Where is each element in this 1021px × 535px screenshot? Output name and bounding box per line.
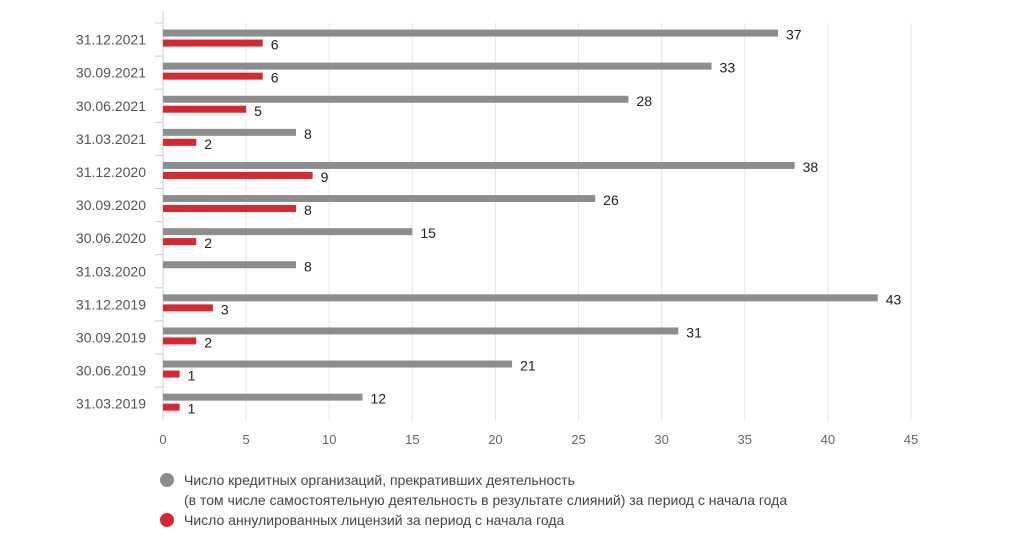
red-bar — [163, 370, 180, 378]
red-bar — [163, 105, 247, 113]
gray-bar — [163, 62, 712, 70]
gray-bar — [163, 294, 878, 302]
red-bar — [163, 39, 263, 47]
legend-label-red: Число аннулированных лицензий за период … — [184, 512, 565, 528]
data-label: 38 — [803, 159, 819, 175]
data-label: 3 — [221, 301, 229, 317]
legend: Число кредитных организаций, прекративши… — [160, 470, 787, 530]
gray-bar — [163, 95, 629, 103]
legend-item-red: Число аннулированных лицензий за период … — [160, 510, 787, 530]
red-bar — [163, 72, 263, 80]
red-bar — [163, 337, 197, 345]
data-label: 1 — [188, 401, 196, 417]
data-label: 8 — [304, 202, 312, 218]
data-label: 31 — [686, 324, 702, 340]
red-bar — [163, 238, 197, 246]
x-tick-label: 45 — [904, 432, 918, 447]
y-tick-label: 31.03.2019 — [76, 396, 146, 412]
legend-item-gray: Число кредитных организаций, прекративши… — [160, 470, 787, 490]
red-bar — [163, 403, 180, 411]
y-tick-label: 31.03.2021 — [76, 131, 146, 147]
gray-bar — [163, 261, 296, 269]
gray-dot-icon — [160, 473, 174, 487]
data-label: 12 — [370, 391, 386, 407]
red-bar — [163, 138, 197, 146]
data-label: 37 — [786, 27, 802, 43]
red-bar — [163, 171, 313, 179]
data-label: 15 — [420, 225, 436, 241]
data-label: 6 — [271, 70, 279, 86]
x-tick-label: 35 — [738, 432, 752, 447]
y-tick-label: 30.09.2019 — [76, 329, 146, 345]
x-tick-label: 0 — [159, 432, 166, 447]
red-bar — [163, 304, 213, 312]
data-label: 43 — [886, 291, 902, 307]
y-tick-label: 30.09.2021 — [76, 65, 146, 81]
y-tick-label: 31.12.2020 — [76, 164, 146, 180]
gray-bar — [163, 29, 779, 37]
red-dot-icon — [160, 513, 174, 527]
data-label: 9 — [321, 169, 329, 185]
y-tick-label: 30.06.2020 — [76, 230, 146, 246]
gray-bar — [163, 161, 795, 169]
data-label: 2 — [204, 235, 212, 251]
gray-bar — [163, 128, 296, 136]
x-tick-label: 20 — [488, 432, 502, 447]
x-tick-label: 30 — [654, 432, 668, 447]
data-label: 26 — [603, 192, 619, 208]
gray-bar — [163, 195, 596, 203]
x-tick-label: 40 — [821, 432, 835, 447]
y-tick-label: 30.09.2020 — [76, 197, 146, 213]
gray-bar — [163, 360, 513, 368]
legend-label-gray: Число кредитных организаций, прекративши… — [184, 472, 575, 488]
data-label: 8 — [304, 126, 312, 142]
legend-label-gray-line2: (в том числе самостоятельную деятельност… — [184, 492, 788, 508]
data-label: 21 — [520, 358, 536, 374]
y-tick-label: 30.06.2019 — [76, 363, 146, 379]
gray-bar — [163, 228, 413, 236]
data-label: 6 — [271, 37, 279, 53]
x-tick-label: 10 — [322, 432, 336, 447]
data-label: 33 — [720, 60, 736, 76]
y-tick-label: 30.06.2021 — [76, 98, 146, 114]
data-label: 2 — [204, 334, 212, 350]
x-tick-label: 25 — [571, 432, 585, 447]
gray-bar — [163, 327, 679, 335]
red-bar — [163, 205, 296, 213]
data-label: 2 — [204, 136, 212, 152]
data-label: 28 — [636, 93, 652, 109]
y-tick-label: 31.12.2019 — [76, 296, 146, 312]
y-tick-label: 31.12.2021 — [76, 32, 146, 48]
x-tick-label: 5 — [242, 432, 249, 447]
gray-bar — [163, 393, 363, 401]
y-tick-label: 31.03.2020 — [76, 263, 146, 279]
data-label: 1 — [188, 368, 196, 384]
data-label: 5 — [254, 103, 262, 119]
x-tick-label: 15 — [405, 432, 419, 447]
data-label: 8 — [304, 258, 312, 274]
